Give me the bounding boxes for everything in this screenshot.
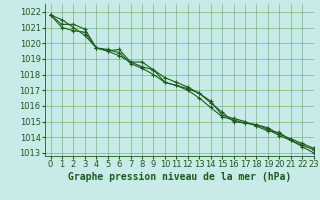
X-axis label: Graphe pression niveau de la mer (hPa): Graphe pression niveau de la mer (hPa) bbox=[68, 172, 291, 182]
